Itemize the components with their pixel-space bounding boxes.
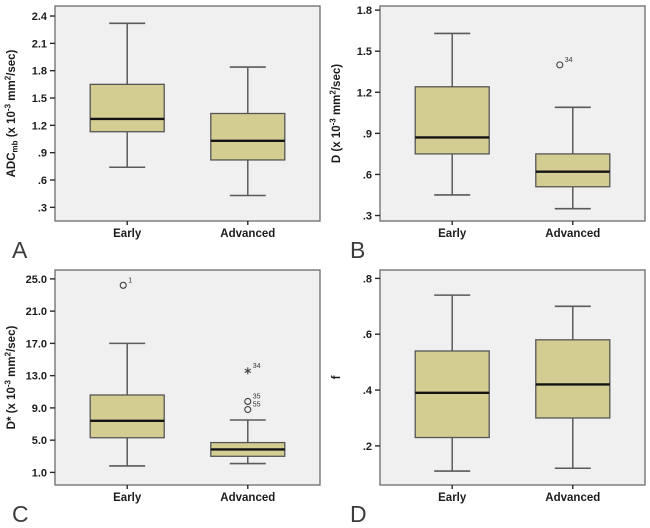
- category-label: Advanced: [545, 492, 600, 504]
- panel-a-chart: 2.4 2.1 1.8 1.5 1.2 .9 .6 .3 ADCmb (x 10-3 mm2/s…: [4, 5, 321, 240]
- y-tick-label: 2.1: [32, 38, 47, 50]
- category-label: Advanced: [545, 228, 600, 240]
- y-tick-label: 25.0: [26, 274, 47, 286]
- y-tick-label: 2.4: [32, 11, 48, 23]
- y-tick-label: 13.0: [26, 371, 47, 383]
- y-tick-label: .6: [363, 329, 372, 341]
- category-label: Early: [438, 228, 467, 240]
- outlier-case-label: 55: [253, 402, 261, 409]
- category-label: Early: [438, 492, 467, 504]
- y-tick-label: .3: [363, 211, 372, 223]
- panel-c: 25.0 21.0 17.0 13.0 9.0 5.0 1.0 D* (x 10-3 mm2/…: [0, 264, 325, 528]
- y-tick-label: 1.2: [357, 87, 372, 99]
- panel-a: 2.4 2.1 1.8 1.5 1.2 .9 .6 .3 ADCmb (x 10-3 mm2/s…: [0, 0, 325, 264]
- y-tick-label: .3: [38, 202, 47, 214]
- box-early: [414, 350, 490, 439]
- outlier-asterisk-marker: [244, 368, 252, 374]
- panel-letter-b: B: [350, 237, 366, 263]
- y-tick-label: .4: [363, 385, 373, 397]
- box-advanced: [535, 339, 611, 419]
- panel-d-chart: .8 .6 .4 .2 f Early Advanced: [331, 269, 646, 504]
- y-tick-label: 5.0: [32, 435, 47, 447]
- y-tick-label: 1.5: [357, 46, 372, 58]
- y-tick-label: .6: [363, 169, 372, 181]
- y-tick-label: 9.0: [32, 403, 47, 415]
- y-tick-label: .9: [38, 148, 47, 160]
- panel-letter-c: C: [12, 501, 29, 527]
- box-early: [89, 394, 165, 439]
- y-tick-label: .9: [363, 128, 372, 140]
- box-advanced: [210, 112, 286, 161]
- y-tick-label: .8: [363, 273, 372, 285]
- category-label: Advanced: [220, 492, 275, 504]
- y-tick-label: 21.0: [26, 306, 47, 318]
- y-axis-title: f: [331, 375, 343, 379]
- y-axis-title: ADCmb (x 10-3 mm2/sec): [4, 49, 20, 177]
- box-early: [414, 86, 490, 155]
- category-label: Early: [113, 228, 142, 240]
- box-early: [89, 83, 165, 133]
- panel-b-chart: 1.8 1.5 1.2 .9 .6 .3 D (x 10-3 mm2/sec) Early Ad…: [329, 5, 646, 240]
- y-tick-label: 1.2: [32, 120, 47, 132]
- category-label: Advanced: [220, 228, 275, 240]
- outlier-case-label: 1: [128, 277, 132, 284]
- box-advanced: [535, 153, 611, 188]
- outlier-circle-marker: [556, 61, 564, 69]
- y-tick-label: 17.0: [26, 338, 47, 350]
- y-tick-label: .2: [363, 441, 372, 453]
- panel-d: .8 .6 .4 .2 f Early Advanced D: [325, 264, 650, 528]
- y-tick-label: 1.8: [32, 66, 47, 78]
- y-tick-label: 1.8: [357, 5, 372, 17]
- panel-c-chart: 25.0 21.0 17.0 13.0 9.0 5.0 1.0 D* (x 10-3 mm2/…: [4, 269, 321, 504]
- panel-letter-d: D: [350, 501, 367, 527]
- outlier-circle-marker: [119, 281, 127, 289]
- y-tick-label: 1.5: [32, 93, 47, 105]
- outlier-case-label: 34: [253, 363, 261, 370]
- panel-letter-a: A: [12, 237, 28, 263]
- y-tick-label: .6: [38, 175, 47, 187]
- y-axis-title: D (x 10-3 mm2/sec): [329, 64, 344, 163]
- outlier-case-label: 34: [565, 57, 573, 64]
- outlier-circle-marker: [244, 397, 252, 406]
- outlier-case-label: 35: [253, 393, 261, 400]
- y-axis-title: D* (x 10-3 mm2/sec): [4, 326, 19, 430]
- outlier-circle-marker: [244, 405, 252, 414]
- category-label: Early: [113, 492, 142, 504]
- y-tick-label: 1.0: [32, 467, 47, 479]
- panel-b: 1.8 1.5 1.2 .9 .6 .3 D (x 10-3 mm2/sec) Early Ad…: [325, 0, 650, 264]
